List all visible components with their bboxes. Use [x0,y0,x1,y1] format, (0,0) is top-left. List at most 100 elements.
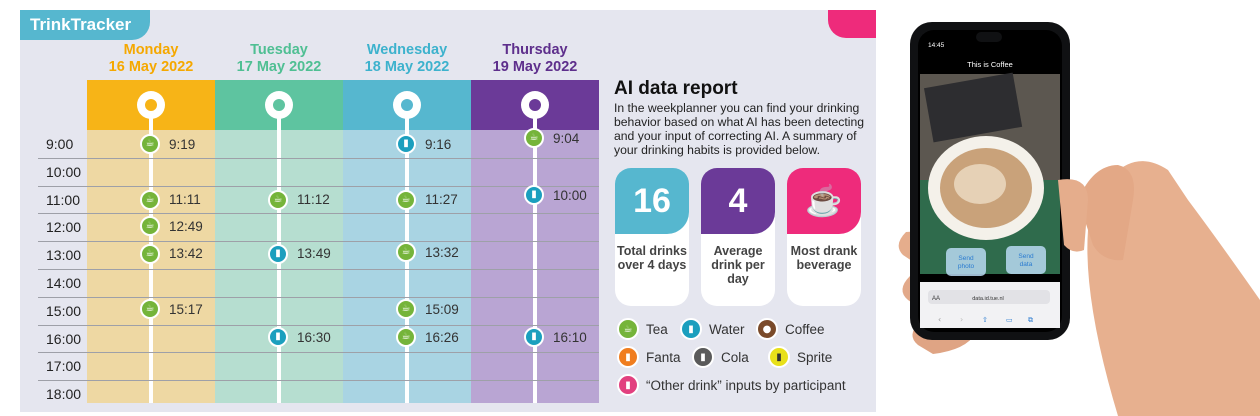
timeline-line [533,100,537,403]
tabs-icon: ⧉ [1028,316,1033,324]
thumb [1078,165,1134,261]
timeline-marker [521,91,549,119]
day-date: 16 May 2022 [108,59,194,75]
legend-item: ▮ Sprite [768,346,832,368]
forward-icon: › [960,315,963,324]
stat-card: 16 Total drinks over 4 days [615,168,689,306]
cola-icon: ▮ [692,346,714,368]
drink-entry[interactable]: ☕ 11:12 [268,189,330,211]
tea-cup-icon: ☕ [805,184,843,218]
drink-entry[interactable]: ☕ 13:42 [140,243,203,265]
tea-icon: ☕ [396,189,416,210]
hour-divider [38,213,599,215]
fanta-icon: ▮ [617,346,639,368]
drink-time: 11:12 [297,192,330,208]
photo-foam [954,164,1006,204]
drink-entry[interactable]: ☕ 13:32 [396,241,459,263]
drink-time: 16:30 [297,329,331,345]
send-data-button[interactable] [1006,246,1046,274]
stat-label: Total drinks over 4 days [617,244,687,272]
drink-entry[interactable]: ☕ 12:49 [140,215,203,237]
timeline-marker-dot [401,99,413,111]
hour-divider [38,380,599,382]
timeline-marker [265,91,293,119]
day-name: Tuesday [250,42,308,58]
timeline-marker-dot [273,99,285,111]
stat-card: 4 Average drink per day [701,168,775,306]
tea-icon: ☕ [140,134,160,154]
tea-icon: ☕ [524,128,544,149]
drink-entry[interactable]: ▮ 9:16 [396,133,451,155]
send-photo-button[interactable] [946,248,986,276]
tea-icon: ☕ [396,327,416,348]
browser-bar [920,282,1060,328]
hour-divider [38,296,599,298]
hour-label: 11:00 [46,191,80,208]
drink-time: 15:17 [169,301,203,317]
timeline-marker [137,91,165,119]
drink-entry[interactable]: ▮ 16:30 [268,326,331,348]
send-photo-label: Send photo [958,255,975,270]
water-icon: ▮ [268,243,288,264]
hour-label: 10:00 [46,163,82,180]
url-aa: AA [932,296,940,302]
drink-entry[interactable]: ▮ 16:10 [524,326,587,348]
legend-label: Water [709,321,745,337]
water-icon: ▮ [268,327,288,348]
timeline-marker-dot [529,99,541,111]
bookmarks-icon: ▭ [1006,316,1013,324]
drink-time: 9:04 [553,130,580,146]
legend-label: Coffee [785,321,825,337]
drink-entry[interactable]: ☕ 16:26 [396,326,459,348]
legend-label: Cola [721,349,749,365]
tea-icon: ☕ [140,243,160,264]
drink-entry[interactable]: ☕ 15:17 [140,298,203,320]
hour-divider [38,324,599,326]
day-header-tuesday: Tuesday 17 May 2022 [215,42,343,76]
drink-entry[interactable]: ☕ 9:19 [140,133,195,155]
tea-icon: ☕ [396,242,416,263]
timeline-marker [393,91,421,119]
drink-time: 11:11 [169,192,201,208]
hour-label: 17:00 [46,358,82,375]
report-description: In the weekplanner you can find your dri… [614,101,865,157]
app-title: TrinkTracker [20,10,150,40]
drink-time: 11:27 [425,192,458,208]
back-icon: ‹ [938,315,941,324]
drink-entry[interactable]: ☕ 11:27 [396,189,458,211]
stat-card: ☕ Most drank beverage [787,168,861,306]
hour-label: 13:00 [46,247,82,264]
drink-entry[interactable]: ▮ 13:49 [268,243,331,265]
day-name: Thursday [502,42,568,58]
notch [976,32,1002,42]
url-text: data.id.tue.nl [972,296,1004,302]
report-title: AI data report [614,78,738,99]
hour-label: 14:00 [46,275,82,291]
water-icon: ▮ [396,134,416,154]
legend-item: ☕ Tea [617,318,668,340]
hour-label: 9:00 [46,136,74,152]
drink-time: 13:32 [425,244,459,260]
legend-item: ▮ Cola [692,346,749,368]
stat-label: Most drank beverage [790,244,858,272]
legend-label: Sprite [797,349,833,365]
drink-time: 16:10 [553,329,587,345]
legend-label: “Other drink” inputs by participant [646,377,846,393]
tea-icon: ☕ [140,216,160,236]
phone-in-hand-illustration: 14:45 This is Coffee Send photo Send data … [898,22,1260,416]
day-header-wednesday: Wednesday 18 May 2022 [343,42,471,76]
sprite-icon: ▮ [768,346,790,368]
drink-entry[interactable]: ☕ 11:11 [140,189,201,211]
day-date: 18 May 2022 [364,59,450,75]
drink-time: 9:19 [169,136,196,152]
legend-item: ● Coffee [756,318,825,340]
stat-value: ☕ [787,168,861,234]
url-field[interactable] [928,290,1050,304]
hour-divider [38,269,599,270]
day-date: 17 May 2022 [236,59,322,75]
hour-divider [38,185,599,187]
hour-label: 12:00 [46,219,82,236]
drink-entry[interactable]: ☕ 15:09 [396,298,459,320]
drink-entry[interactable]: ☕ 9:04 [524,127,579,149]
drink-entry[interactable]: ▮ 10:00 [524,184,587,206]
